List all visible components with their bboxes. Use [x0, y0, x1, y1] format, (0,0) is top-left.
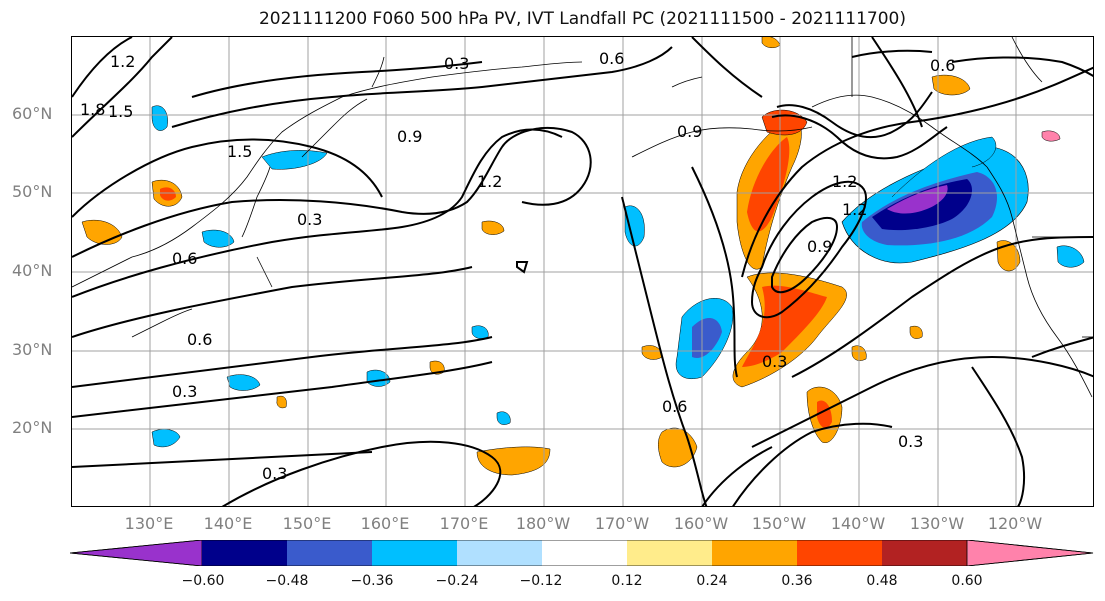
colorbar-segment: [627, 540, 712, 566]
contour-label: 0.6: [930, 56, 955, 75]
colorbar-segment: [882, 540, 967, 566]
contour-label: 0.9: [397, 127, 422, 146]
contour-label: 0.6: [172, 249, 197, 268]
lat-label-30n: 30°N: [12, 340, 53, 359]
colorbar-segment: [712, 540, 797, 566]
map-panel: 0.3 0.6 0.9 1.2 1.5 1.8 0.3 0.6 0.6 0.9 …: [71, 36, 1094, 507]
map-canvas: 0.3 0.6 0.9 1.2 1.5 1.8 0.3 0.6 0.6 0.9 …: [72, 37, 1093, 506]
colorbar-tick: −0.48: [265, 573, 309, 589]
lon-label-160w: 160°W: [673, 514, 729, 533]
colorbar-segment: [457, 540, 542, 566]
colorbar-tick: −0.36: [350, 573, 394, 589]
lon-label-120w: 120°W: [987, 514, 1043, 533]
colorbar: [70, 540, 1094, 566]
lon-label-170e: 170°E: [439, 514, 489, 533]
contour-label: 1.2: [110, 52, 135, 71]
colorbar-extend-high: [966, 540, 1094, 566]
contour-label: 1.2: [832, 172, 857, 191]
lon-label-180w: 180°W: [515, 514, 571, 533]
colorbar-tick: −0.24: [435, 573, 479, 589]
lat-label-60n: 60°N: [12, 104, 53, 123]
colorbar-segment: [287, 540, 372, 566]
contour-label: 0.9: [677, 122, 702, 141]
contour-label: 1.8: [80, 100, 105, 119]
contour-label: 0.6: [187, 330, 212, 349]
graticule: [72, 37, 1093, 506]
contour-label: 0.6: [599, 49, 624, 68]
lon-label-170w: 170°W: [594, 514, 650, 533]
colorbar-tick: 0.60: [951, 573, 983, 589]
lat-label-40n: 40°N: [12, 261, 53, 280]
contour-label: 0.3: [762, 352, 787, 371]
colorbar-tick: 0.36: [781, 573, 813, 589]
lon-label-130e: 130°E: [124, 514, 174, 533]
contour-label: 1.5: [227, 142, 252, 161]
lon-label-140w: 140°W: [830, 514, 886, 533]
colorbar-extend-low: [70, 540, 203, 566]
contour-label: 1.2: [477, 172, 502, 191]
contour-label: 0.3: [297, 210, 322, 229]
anomaly-shading: [81, 37, 1085, 476]
lat-label-20n: 20°N: [12, 418, 53, 437]
colorbar-tick: 0.24: [696, 573, 728, 589]
lon-label-160e: 160°E: [360, 514, 410, 533]
contour-label: 0.9: [807, 237, 832, 256]
figure-title: 2021111200 F060 500 hPa PV, IVT Landfall…: [258, 9, 906, 29]
contour-label: 1.2: [842, 200, 867, 219]
colorbar-segment: [202, 540, 287, 566]
colorbar-segment: [797, 540, 882, 566]
pv-contours: [72, 37, 1093, 506]
lat-label-50n: 50°N: [12, 182, 53, 201]
contour-label: 1.5: [108, 102, 133, 121]
contour-labels: 0.3 0.6 0.9 1.2 1.5 1.8 0.3 0.6 0.6 0.9 …: [80, 49, 955, 483]
contour-label: 0.3: [262, 464, 287, 483]
contour-label: 0.3: [172, 382, 197, 401]
contour-label: 0.3: [898, 432, 923, 451]
contour-label: 0.3: [444, 54, 469, 73]
colorbar-segment: [542, 540, 627, 566]
contour-label: 0.6: [662, 397, 687, 416]
colorbar-tick: −0.60: [181, 573, 225, 589]
lon-label-140e: 140°E: [203, 514, 253, 533]
colorbar-tick: 0.12: [611, 573, 643, 589]
lon-label-150e: 150°E: [282, 514, 332, 533]
colorbar-tick: −0.12: [519, 573, 563, 589]
colorbar-tick: 0.48: [866, 573, 898, 589]
lon-label-130w: 130°W: [909, 514, 965, 533]
lon-label-150w: 150°W: [751, 514, 807, 533]
colorbar-segment: [372, 540, 457, 566]
